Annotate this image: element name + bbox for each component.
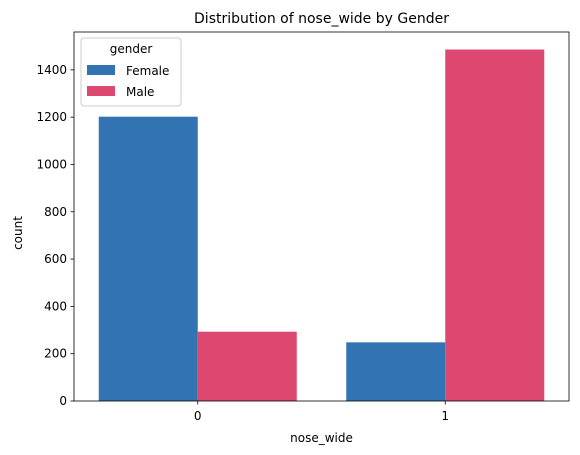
legend-label-female: Female [126,64,169,78]
y-tick-label: 1000 [36,157,67,171]
axes-frame [73,31,570,402]
x-tick-label: 1 [441,409,449,423]
y-tick-label: 400 [44,299,67,313]
y-tick-label: 800 [44,205,67,219]
x-axis-label: nose_wide [290,431,353,445]
y-tick-label: 1200 [36,110,67,124]
y-tick-label: 200 [44,347,67,361]
legend-swatch-male [87,86,115,96]
y-tick-label: 1400 [36,63,67,77]
legend: gender Female Male [80,37,182,107]
bar-female-1 [346,342,446,401]
legend-label-male: Male [126,85,154,99]
legend-title: gender [110,42,153,56]
bar-male-0 [197,331,297,401]
y-tick-label: 600 [44,252,67,266]
chart-title: Distribution of nose_wide by Gender [194,11,449,27]
bar-female-0 [98,116,198,401]
y-tick-label: 0 [59,394,67,408]
legend-swatch-female [87,65,115,75]
bar-male-1 [445,49,545,401]
y-axis-label: count [11,216,25,250]
plot-area: 0 200 400 600 800 1000 1200 1400 0 1 [36,31,570,423]
x-tick-label: 0 [194,409,202,423]
